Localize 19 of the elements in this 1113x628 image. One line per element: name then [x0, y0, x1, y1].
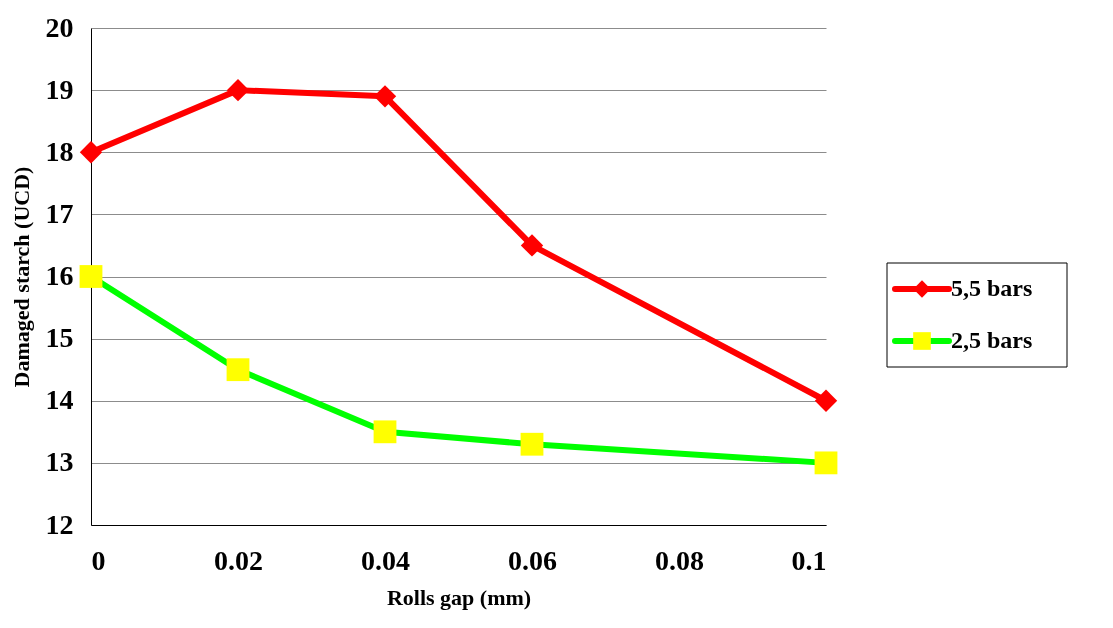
x-tick-label: 0.04	[361, 544, 410, 576]
y-tick-label: 12	[45, 508, 74, 540]
legend-label: 5,5 bars	[951, 275, 1033, 301]
x-tick-label: 0.08	[655, 544, 704, 576]
y-tick-label: 15	[45, 322, 74, 354]
y-tick-label: 17	[45, 197, 74, 229]
y-tick-label: 16	[45, 260, 74, 291]
y-tick-label: 13	[45, 446, 74, 478]
legend-label: 2,5 bars	[951, 327, 1033, 353]
y-tick-label: 18	[45, 135, 74, 167]
y-tick-label: 19	[45, 73, 74, 105]
y-axis-title: Damaged starch (UCD)	[8, 166, 34, 388]
x-tick-label: 0	[91, 544, 106, 576]
y-tick-label: 20	[45, 11, 74, 43]
x-axis-title: Rolls gap (mm)	[386, 584, 532, 610]
x-tick-label: 0.06	[508, 544, 557, 576]
x-tick-label: 0.1	[791, 544, 827, 576]
x-tick-label: 0.02	[214, 544, 263, 576]
y-tick-label: 14	[45, 384, 74, 416]
